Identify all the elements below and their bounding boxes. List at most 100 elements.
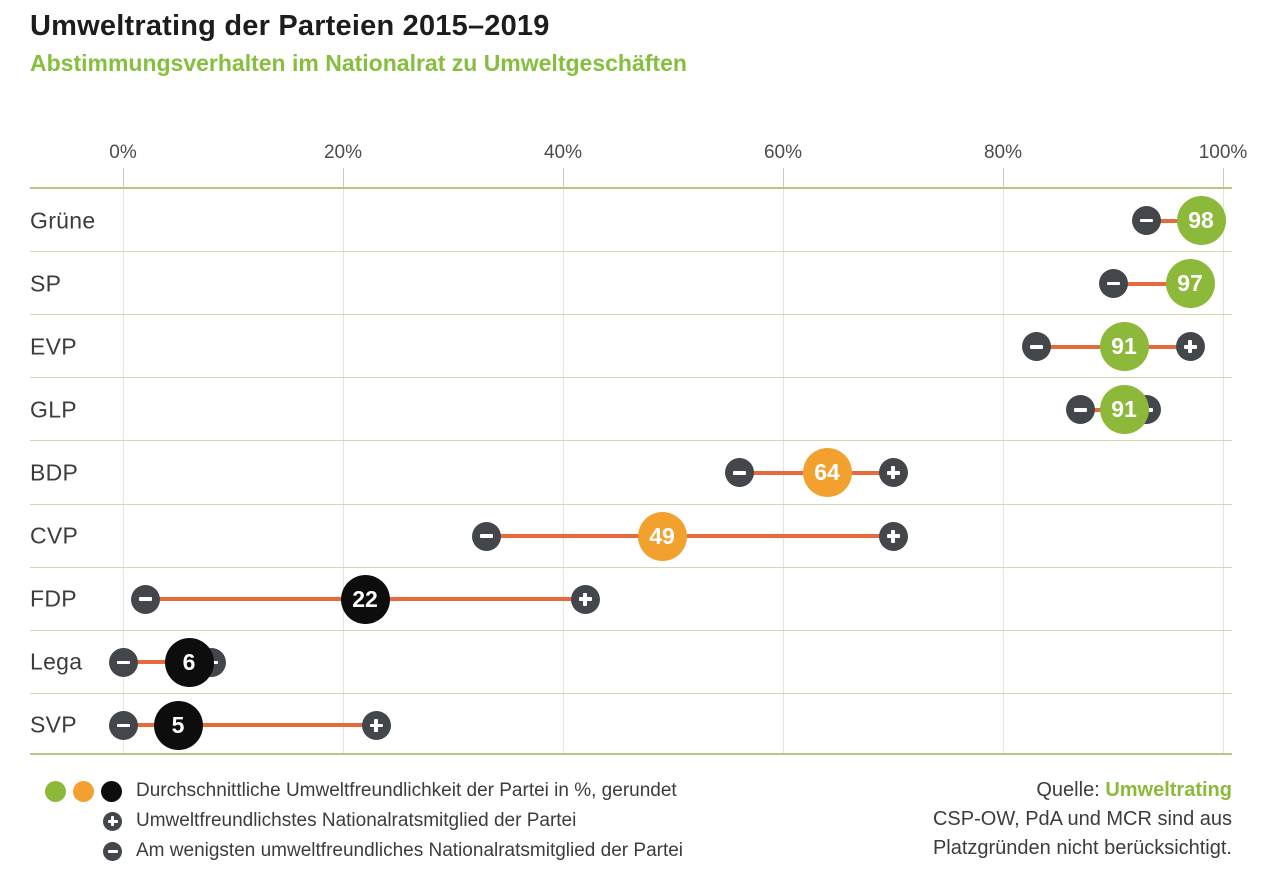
plot-area: Grüne 98 SP 97 EVP 91 GLP 91 BDP 64 CVP 49 FDP 22 Lega… <box>30 187 1232 755</box>
row-separator <box>30 566 1232 568</box>
axis-tick-mark <box>343 168 344 187</box>
mean-marker: 64 <box>802 448 852 498</box>
mean-marker: 91 <box>1099 385 1149 435</box>
mean-marker: 6 <box>164 637 214 687</box>
legend-label: Durchschnittliche Umweltfreundlichkeit d… <box>136 780 677 801</box>
legend-orange-dot-icon <box>73 780 94 802</box>
x-axis: 0% 20% 40% 60% 80% 100% <box>0 140 1280 187</box>
dumbbell-line <box>1113 281 1190 286</box>
source-prefix: Quelle: <box>1036 779 1106 801</box>
source-brand: Umweltrating <box>1105 779 1232 801</box>
dumbbell-line <box>1146 218 1201 223</box>
minus-icon <box>138 597 152 601</box>
max-marker <box>1175 332 1205 362</box>
axis-tick-mark <box>1223 168 1224 187</box>
source-note: Quelle: Umweltrating CSP-OW, PdA und MCR… <box>933 776 1232 863</box>
party-row: SVP 5 <box>30 694 1232 757</box>
legend-row-max: Umweltfreundlichstes Nationalratsmitglie… <box>30 806 683 836</box>
row-separator <box>30 692 1232 694</box>
chart-header: Umweltrating der Parteien 2015–2019 Abst… <box>30 10 687 77</box>
min-marker <box>724 458 754 488</box>
min-marker <box>108 647 138 677</box>
minus-icon <box>1073 408 1087 412</box>
min-marker <box>471 521 501 551</box>
axis-tick-mark <box>563 168 564 187</box>
row-separator <box>30 314 1232 316</box>
minus-icon <box>1139 218 1153 223</box>
axis-tick-label: 60% <box>763 142 803 163</box>
page-title: Umweltrating der Parteien 2015–2019 <box>30 10 550 42</box>
party-label: SVP <box>30 711 77 738</box>
min-marker <box>108 710 138 740</box>
party-row: SP 97 <box>30 252 1232 316</box>
party-row: EVP 91 <box>30 315 1232 379</box>
max-marker <box>570 584 600 614</box>
party-label: Lega <box>30 648 83 675</box>
party-label: BDP <box>30 459 79 486</box>
party-row: Grüne 98 <box>30 189 1232 253</box>
party-label: EVP <box>30 333 77 360</box>
legend-black-dot-icon <box>101 780 122 802</box>
max-marker <box>361 710 391 740</box>
gridline <box>123 189 124 753</box>
min-marker <box>1098 269 1128 299</box>
axis-tick-label: 20% <box>323 142 363 163</box>
gridline <box>1223 189 1224 753</box>
row-separator <box>30 503 1232 505</box>
axis-tick-mark <box>1003 168 1004 187</box>
legend-green-dot-icon <box>45 780 66 802</box>
source-line-quelle: Quelle: Umweltrating <box>933 776 1232 805</box>
legend-minus-icon <box>103 841 122 861</box>
page-subtitle: Abstimmungsverhalten im Nationalrat zu U… <box>30 50 687 76</box>
gridline <box>1003 189 1004 753</box>
row-separator <box>30 629 1232 631</box>
mean-marker: 5 <box>153 700 203 750</box>
axis-tick-label: 80% <box>983 142 1023 163</box>
mean-marker: 22 <box>340 574 390 624</box>
legend-plus-icon <box>103 811 122 831</box>
party-row: Lega 6 <box>30 631 1232 694</box>
gridline <box>563 189 564 753</box>
legend-swatches <box>30 811 122 831</box>
source-line: Platzgründen nicht berücksichtigt. <box>932 837 1232 859</box>
party-row: FDP 22 <box>30 568 1232 631</box>
legend-swatches <box>30 841 122 861</box>
min-marker <box>1021 332 1051 362</box>
party-label: FDP <box>30 585 77 612</box>
axis-tick-label: 100% <box>1198 142 1248 163</box>
party-label: CVP <box>30 522 79 549</box>
axis-tick-mark <box>783 168 784 187</box>
mean-marker: 98 <box>1176 196 1226 246</box>
gridline <box>343 189 344 753</box>
minus-icon <box>1029 345 1043 349</box>
minus-icon <box>732 471 746 475</box>
party-row: BDP 64 <box>30 441 1232 505</box>
legend-label: Am wenigsten umweltfreundliches National… <box>136 840 684 861</box>
legend-swatches <box>30 780 122 802</box>
axis-tick-label: 40% <box>543 142 583 163</box>
dumbbell-line <box>486 534 893 539</box>
min-marker <box>1065 395 1095 425</box>
party-label: SP <box>30 270 62 297</box>
legend-label: Umweltfreundlichstes Nationalratsmitglie… <box>136 810 577 831</box>
party-row: CVP 49 <box>30 505 1232 568</box>
mean-marker: 91 <box>1099 322 1149 372</box>
row-separator <box>30 251 1232 253</box>
party-label: GLP <box>30 396 77 423</box>
min-marker <box>1131 206 1161 236</box>
party-label: Grüne <box>30 207 96 234</box>
minus-icon <box>1106 281 1120 286</box>
dumbbell-line <box>123 723 376 728</box>
legend: Durchschnittliche Umweltfreundlichkeit d… <box>30 776 683 866</box>
max-marker <box>878 458 908 488</box>
min-marker <box>130 584 160 614</box>
minus-icon <box>479 534 493 538</box>
axis-tick-mark <box>123 168 124 187</box>
minus-icon <box>116 660 130 665</box>
row-separator <box>30 377 1232 379</box>
minus-icon <box>116 723 130 728</box>
max-marker <box>878 521 908 551</box>
legend-row-min: Am wenigsten umweltfreundliches National… <box>30 836 683 866</box>
row-separator <box>30 440 1232 442</box>
